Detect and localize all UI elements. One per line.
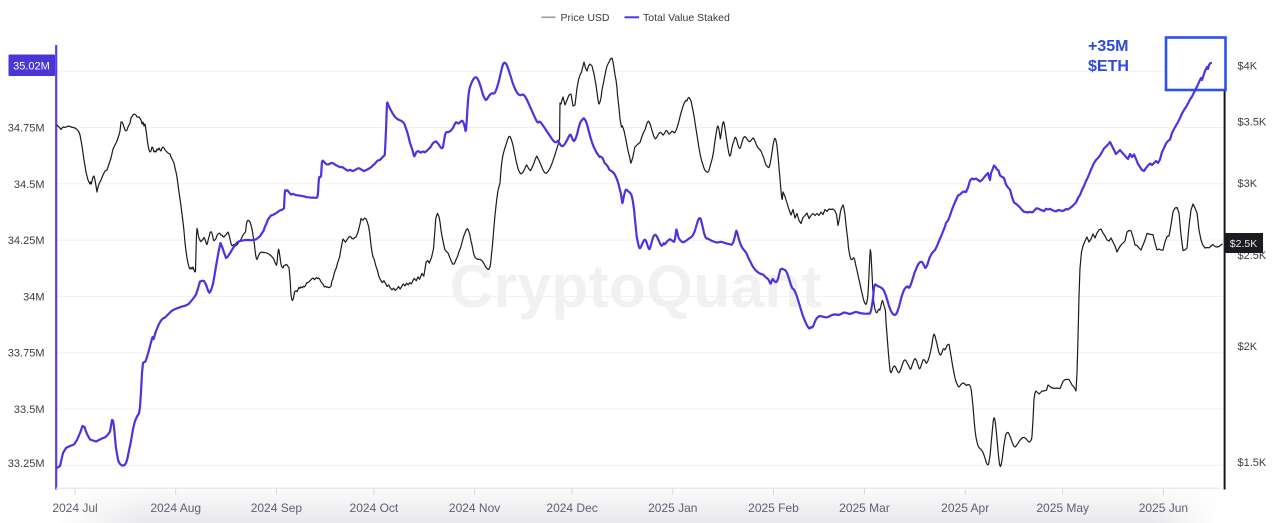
svg-text:34M: 34M (23, 291, 44, 303)
svg-text:33.75M: 33.75M (8, 348, 45, 360)
svg-text:34.25M: 34.25M (8, 235, 45, 247)
svg-text:2025 Jan: 2025 Jan (648, 501, 697, 515)
svg-text:33.25M: 33.25M (8, 458, 45, 470)
svg-text:$2K: $2K (1238, 341, 1258, 353)
svg-text:35.02M: 35.02M (13, 61, 50, 73)
svg-text:2024 Nov: 2024 Nov (449, 501, 500, 515)
svg-text:2024 Jul: 2024 Jul (52, 501, 97, 515)
svg-text:34.75M: 34.75M (8, 123, 45, 135)
svg-text:$3.5K: $3.5K (1238, 117, 1267, 129)
svg-text:2025 Apr: 2025 Apr (941, 501, 989, 515)
svg-text:2024 Sep: 2024 Sep (251, 501, 303, 515)
svg-text:CryptoQuant: CryptoQuant (450, 253, 822, 320)
svg-text:2024 Oct: 2024 Oct (350, 501, 399, 515)
svg-text:2025 Mar: 2025 Mar (839, 501, 890, 515)
svg-text:$1.5K: $1.5K (1238, 457, 1267, 469)
svg-text:2024 Aug: 2024 Aug (150, 501, 201, 515)
svg-text:33.5M: 33.5M (14, 404, 45, 416)
svg-text:2025 Feb: 2025 Feb (748, 501, 799, 515)
svg-text:$3K: $3K (1238, 178, 1258, 190)
svg-text:$2.5K: $2.5K (1230, 238, 1257, 250)
svg-text:34.5M: 34.5M (14, 179, 45, 191)
svg-text:2025 May: 2025 May (1036, 501, 1089, 515)
svg-text:$4K: $4K (1238, 61, 1258, 73)
svg-text:+35M: +35M (1088, 38, 1128, 55)
svg-text:2024 Dec: 2024 Dec (546, 501, 597, 515)
svg-text:Total Value Staked: Total Value Staked (643, 12, 730, 24)
svg-text:2025 Jun: 2025 Jun (1139, 501, 1188, 515)
svg-text:$ETH: $ETH (1088, 58, 1129, 75)
svg-text:Price USD: Price USD (561, 12, 610, 24)
